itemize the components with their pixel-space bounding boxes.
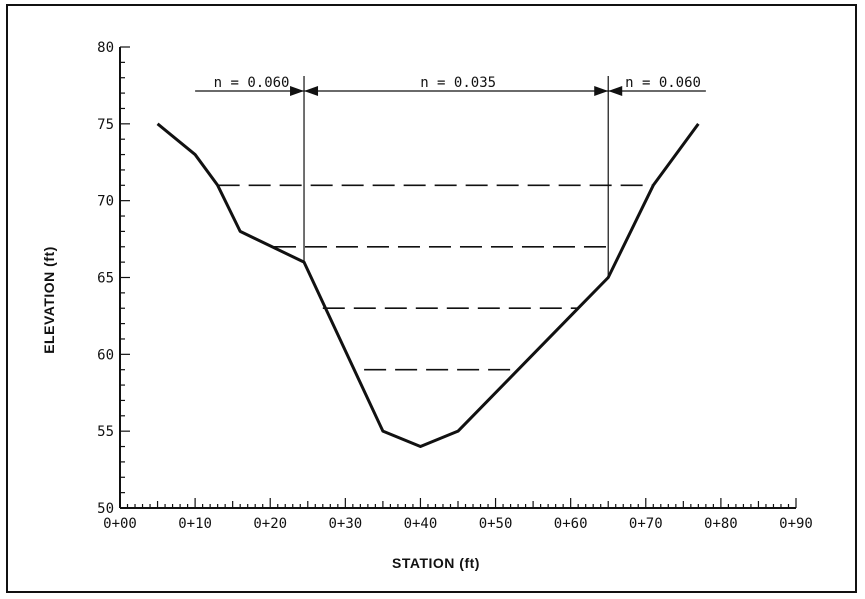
channel-profile bbox=[156, 122, 700, 449]
y-axis-title: ELEVATION (ft) bbox=[41, 246, 57, 354]
roughness-arrowhead bbox=[608, 86, 623, 96]
x-tick-label: 0+50 bbox=[479, 516, 513, 532]
x-tick-label: 0+60 bbox=[554, 516, 588, 532]
y-tick-label: 55 bbox=[97, 424, 114, 440]
roughness-label: n = 0.035 bbox=[420, 75, 496, 91]
roughness-divider-lines bbox=[303, 76, 609, 278]
y-tick-label: 50 bbox=[97, 501, 114, 517]
x-tick-label: 0+20 bbox=[253, 516, 287, 532]
roughness-label: n = 0.060 bbox=[214, 75, 290, 91]
profile-line bbox=[156, 122, 700, 449]
x-tick-label: 0+00 bbox=[103, 516, 137, 532]
x-tick-label: 0+90 bbox=[779, 516, 813, 532]
water-level-lines bbox=[217, 184, 654, 371]
roughness-annotations: n = 0.060 n = 0.035 n = 0.060 bbox=[195, 75, 706, 96]
roughness-arrowhead bbox=[594, 86, 609, 96]
y-tick-label: 75 bbox=[97, 117, 114, 133]
axes: 0+00 0+10 0+20 0+30 0+40 0+50 0+60 0+70 0+80 0+90… bbox=[97, 40, 813, 532]
x-tick-label: 0+40 bbox=[404, 516, 438, 532]
y-tick-label: 60 bbox=[97, 347, 114, 363]
roughness-label: n = 0.060 bbox=[625, 75, 701, 91]
x-tick-label: 0+70 bbox=[629, 516, 663, 532]
y-tick-label: 80 bbox=[97, 40, 114, 56]
y-tick-label: 65 bbox=[97, 271, 114, 287]
x-tick-label: 0+30 bbox=[328, 516, 362, 532]
x-axis-title: STATION (ft) bbox=[392, 555, 480, 571]
roughness-arrowhead bbox=[304, 86, 319, 96]
x-tick-label: 0+10 bbox=[178, 516, 212, 532]
roughness-arrowhead bbox=[290, 86, 305, 96]
chart-frame bbox=[6, 4, 857, 593]
x-tick-label: 0+80 bbox=[704, 516, 738, 532]
y-tick-label: 70 bbox=[97, 194, 114, 210]
